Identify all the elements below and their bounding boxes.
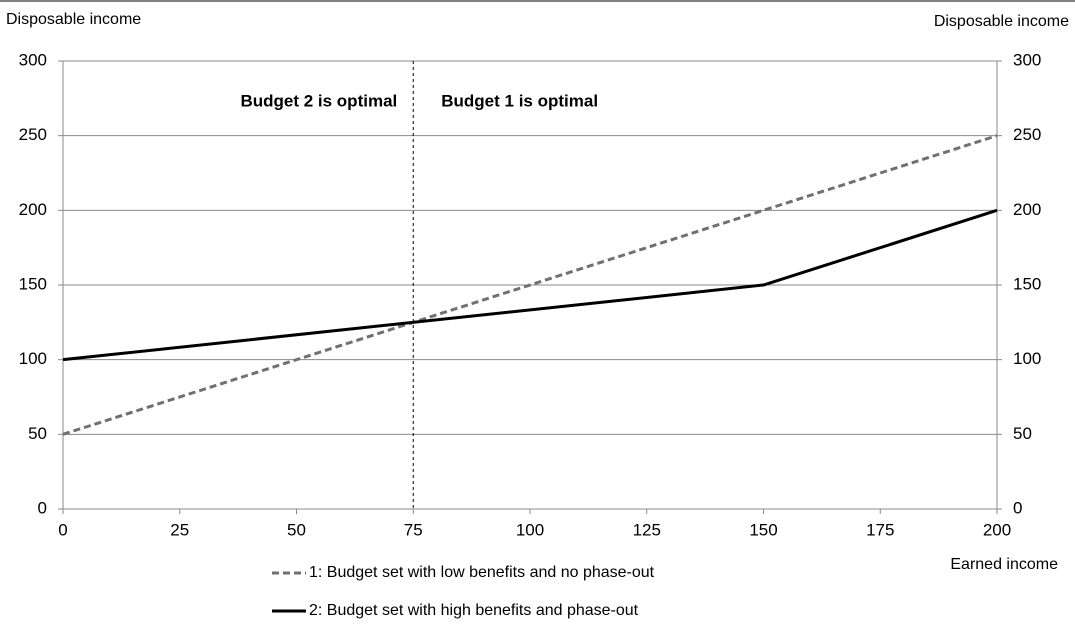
- y-axis-label: Disposable income: [6, 11, 141, 28]
- y-tick-label: 250: [19, 125, 47, 144]
- annotation: Budget 2 is optimal: [240, 91, 397, 110]
- y2-tick-label: 100: [1013, 349, 1041, 368]
- x-tick-label: 150: [749, 520, 777, 539]
- y2-tick-label: 0: [1013, 498, 1022, 517]
- y2-tick-label: 250: [1013, 125, 1041, 144]
- annotation: Budget 1 is optimal: [441, 91, 598, 110]
- legend-label: 1: Budget set with low benefits and no p…: [309, 564, 655, 581]
- x-tick-label: 75: [404, 520, 423, 539]
- x-tick-label: 25: [170, 520, 189, 539]
- y-tick-label: 0: [38, 498, 47, 517]
- y-tick-label: 50: [28, 424, 47, 443]
- x-tick-label: 175: [866, 520, 894, 539]
- y-tick-label: 100: [19, 349, 47, 368]
- series-line: [62, 134, 998, 436]
- y-tick-label: 150: [19, 274, 47, 293]
- y2-tick-label: 50: [1013, 424, 1032, 443]
- y-tick-label: 200: [19, 200, 47, 219]
- y-tick-label: 300: [19, 50, 47, 69]
- x-axis-label: Earned income: [950, 556, 1058, 573]
- x-tick-label: 0: [58, 520, 67, 539]
- legend-label: 2: Budget set with high benefits and pha…: [309, 602, 639, 619]
- y2-tick-label: 200: [1013, 200, 1041, 219]
- x-tick-label: 200: [983, 520, 1011, 539]
- x-tick-label: 50: [287, 520, 306, 539]
- y2-tick-label: 150: [1013, 274, 1041, 293]
- y2-axis-label: Disposable income: [934, 13, 1069, 30]
- series-line: [62, 208, 998, 362]
- x-tick-label: 125: [633, 520, 661, 539]
- y2-tick-label: 300: [1013, 50, 1041, 69]
- x-tick-label: 100: [516, 520, 544, 539]
